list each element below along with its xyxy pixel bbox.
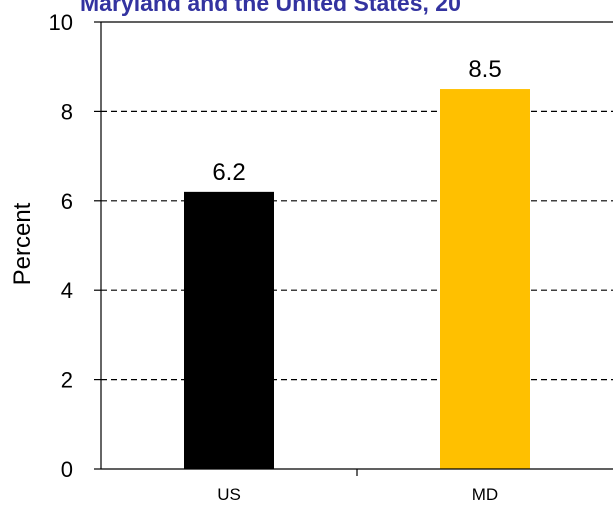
data-label-us: 6.2 bbox=[212, 159, 245, 186]
y-tick-label: 0 bbox=[61, 457, 73, 482]
chart-title: Maryland and the United States, 20 bbox=[80, 0, 461, 16]
y-tick-label: 2 bbox=[61, 368, 73, 393]
x-tick-label-md: MD bbox=[472, 485, 498, 504]
data-label-md: 8.5 bbox=[468, 56, 501, 83]
labels: 0 2 4 6 8 10 6.2 US 8.5 MD bbox=[49, 10, 502, 504]
y-tick-label: 10 bbox=[49, 10, 73, 35]
y-tick-label: 4 bbox=[61, 278, 73, 303]
bar-us bbox=[184, 191, 274, 470]
gridlines bbox=[101, 110, 613, 381]
bars bbox=[184, 89, 530, 470]
y-tick-label: 6 bbox=[61, 189, 73, 214]
y-tick-label: 8 bbox=[61, 99, 73, 124]
bar-md bbox=[440, 89, 530, 470]
y-axis-title: Percent bbox=[9, 202, 36, 285]
axes bbox=[94, 21, 613, 476]
x-tick-label-us: US bbox=[217, 485, 241, 504]
